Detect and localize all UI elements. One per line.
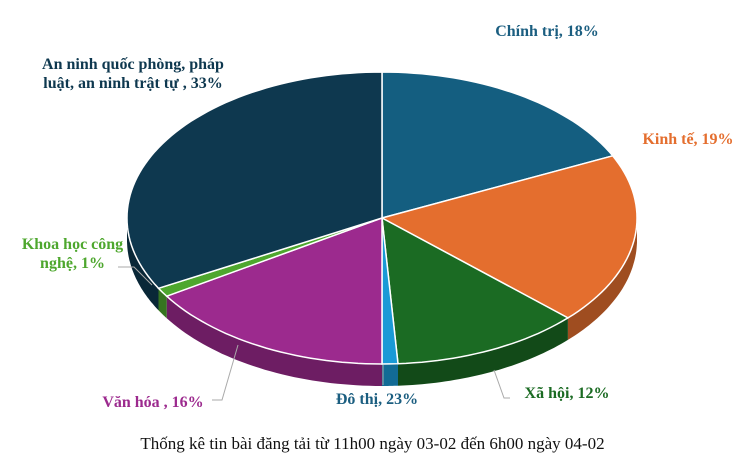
chart-caption: Thống kê tin bài đăng tải từ 11h00 ngày … xyxy=(140,434,605,453)
label-do-thi: Đô thị, 23% xyxy=(335,391,419,408)
label-khoa-hoc: Khoa học công nghệ, 1% xyxy=(21,236,124,272)
pie-side-3 xyxy=(382,363,398,386)
leader-line-xa-hoi xyxy=(493,369,510,399)
pie-slice-2 xyxy=(381,216,570,365)
label-xa-hoi: Xã hội, 12% xyxy=(524,385,610,402)
pie-slice-4 xyxy=(165,216,383,365)
pie-side-6 xyxy=(127,218,159,311)
pie-side-1 xyxy=(567,218,637,340)
leader-line-khoa-hoc xyxy=(118,266,153,286)
pie-slice-1 xyxy=(379,154,638,319)
pie-slice-6 xyxy=(126,71,383,290)
label-van-hoa: Văn hóa , 16% xyxy=(102,394,204,411)
pie-slice-0 xyxy=(381,71,615,219)
pie-side-4 xyxy=(166,296,382,386)
label-chinh-tri: Chính trị, 18% xyxy=(495,23,599,40)
pie-side-2 xyxy=(398,317,568,386)
label-kinh-te: Kinh tế, 19% xyxy=(642,131,734,148)
leader-line-van-hoa xyxy=(212,344,239,401)
label-an-ninh: An ninh quốc phòng, pháp luật, an ninh t… xyxy=(42,56,224,92)
pie-side-5 xyxy=(158,288,167,319)
